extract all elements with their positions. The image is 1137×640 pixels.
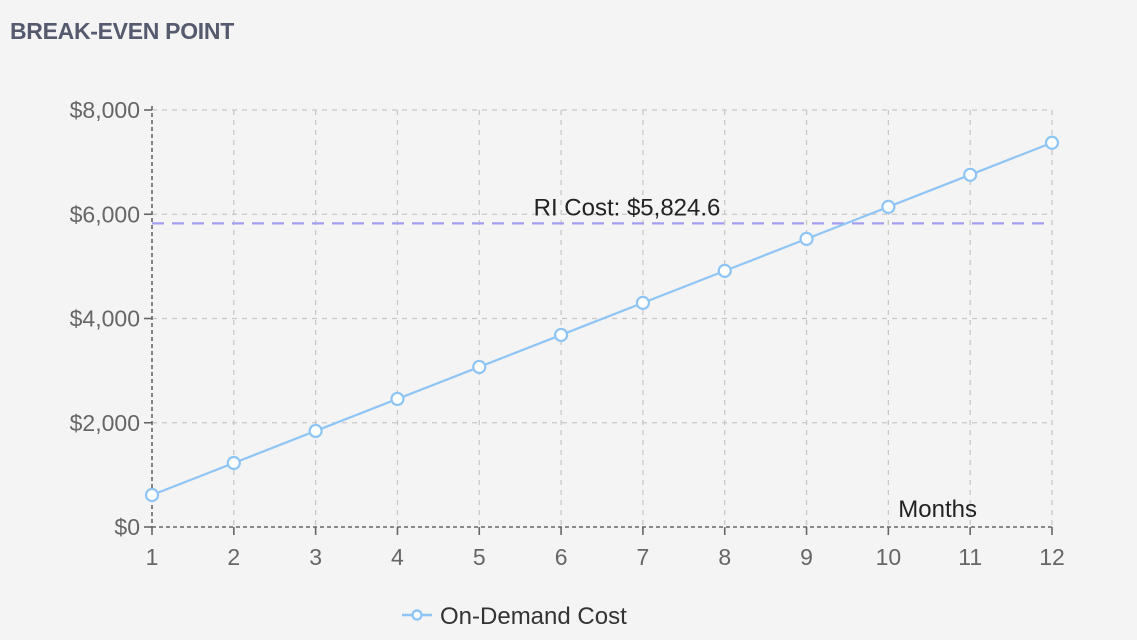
ri-cost-label: RI Cost: $5,824.6 (534, 194, 721, 221)
data-point (635, 295, 651, 310)
x-tick-label: 4 (391, 544, 404, 570)
x-tick-label: 5 (473, 544, 486, 570)
data-point (553, 327, 569, 343)
y-tick-label: $0 (114, 514, 140, 540)
data-point (308, 423, 323, 439)
series-line-on-demand-cost (151, 141, 1053, 497)
y-tick-label: $8,000 (70, 97, 140, 123)
x-tick-label: 11 (958, 544, 982, 570)
x-tick-label: 7 (637, 544, 650, 570)
x-tick-label: 2 (227, 544, 240, 570)
data-point (390, 391, 405, 407)
y-tick-label: $6,000 (70, 201, 140, 227)
data-point (881, 199, 896, 214)
data-point (1044, 135, 1060, 150)
reference-line-group: RI Cost: $5,824.6 (152, 194, 1052, 225)
x-tick-label: 8 (718, 544, 731, 570)
card-title: BREAK-EVEN POINT (10, 18, 234, 44)
axes (144, 106, 1053, 535)
series-group (144, 135, 1060, 503)
data-point (472, 359, 487, 375)
x-tick-label: 3 (309, 544, 322, 570)
legend-marker-icon (411, 609, 423, 621)
y-tick-label: $2,000 (70, 410, 140, 436)
x-tick-label: 6 (555, 544, 568, 570)
data-point (799, 231, 814, 246)
x-tick-label: 1 (146, 544, 159, 570)
y-tick-label: $4,000 (70, 306, 140, 332)
legend[interactable]: On-Demand Cost (402, 603, 627, 630)
x-axis-title: Months (898, 496, 977, 523)
data-point (963, 167, 978, 182)
data-point (226, 455, 241, 471)
x-tick-label: 10 (876, 544, 902, 570)
data-point (717, 263, 732, 278)
x-tick-label: 12 (1039, 544, 1065, 570)
x-tick-label: 9 (800, 544, 813, 570)
legend-label-on-demand-cost: On-Demand Cost (440, 603, 627, 630)
data-point (144, 487, 160, 503)
